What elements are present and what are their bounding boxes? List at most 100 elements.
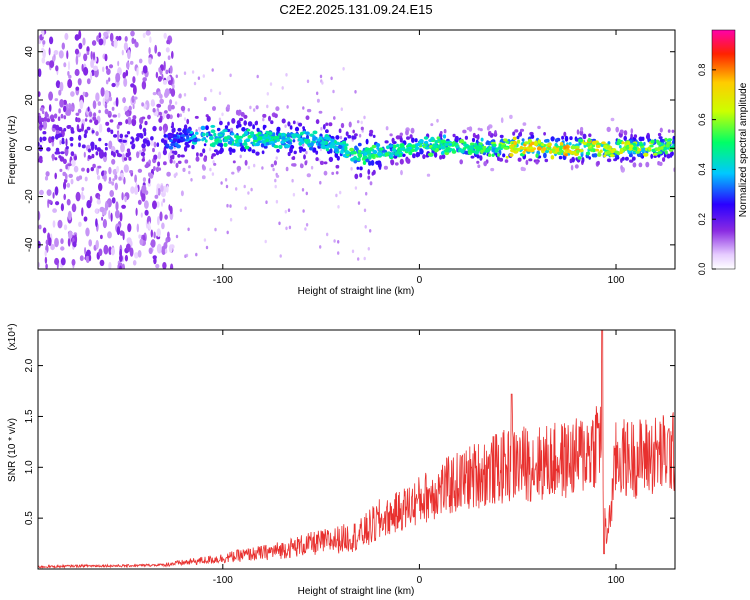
spectrogram-cell xyxy=(61,137,65,143)
spectrogram-cell xyxy=(389,154,394,158)
spectrogram-cell xyxy=(351,135,355,140)
spectrogram-cell xyxy=(274,113,278,119)
spectrogram-cell xyxy=(287,151,291,157)
spectrogram-cell xyxy=(657,151,663,155)
spectrogram-cell xyxy=(84,129,88,134)
spectrogram-cell xyxy=(354,173,359,180)
spectrogram-cell xyxy=(606,150,611,155)
spectrogram-cell xyxy=(255,142,260,147)
spectrogram-cell xyxy=(563,145,567,150)
spectrogram-cell xyxy=(42,227,47,234)
spectrogram-cell xyxy=(98,137,102,142)
spectrogram-cell xyxy=(119,133,124,139)
snr-plot-frame xyxy=(37,329,676,570)
spectrogram-cell xyxy=(62,105,67,113)
spectrogram-cell xyxy=(83,151,86,158)
spectrogram-cell xyxy=(81,63,84,72)
spectrogram-cell xyxy=(83,66,89,76)
spectrogram-cell xyxy=(59,99,64,108)
spectrogram-cell xyxy=(152,200,157,210)
spectrogram-cell xyxy=(54,172,57,180)
spectrogram-cell xyxy=(91,153,95,159)
spectrogram-cell xyxy=(628,144,634,148)
spectrogram-cell xyxy=(367,169,371,175)
spectrogram-cell xyxy=(103,31,109,37)
spectrogram-cell xyxy=(130,136,134,140)
spectrogram-cell xyxy=(205,125,209,131)
spectrogram-cell xyxy=(601,141,606,145)
spectrogram-cell xyxy=(550,155,555,160)
spectrogram-cell xyxy=(139,134,144,139)
spectrogram-cell xyxy=(96,147,102,152)
spectrogram-cell xyxy=(399,152,403,158)
spectrogram-cell xyxy=(39,107,45,112)
spectrogram-cell xyxy=(657,141,662,146)
spectrogram-cell xyxy=(65,164,68,170)
spectrogram-cell xyxy=(39,158,43,164)
spectrogram-cell xyxy=(201,138,205,142)
spectrogram-cell xyxy=(167,231,170,239)
spectrogram-cell xyxy=(96,35,99,42)
spectrogram-cell xyxy=(176,113,180,118)
spectrogram-cell xyxy=(125,69,129,77)
spectrogram-cell xyxy=(139,238,144,246)
spectrogram-cell xyxy=(394,151,398,156)
spectrogram-cell xyxy=(231,171,235,175)
spectrogram-cell xyxy=(39,136,43,143)
spectrogram-cell xyxy=(491,153,495,157)
spectrogram-cell xyxy=(591,140,597,145)
spectrogram-cell xyxy=(333,148,339,153)
spectrogram-cell xyxy=(299,163,304,169)
spectrogram-cell xyxy=(87,155,91,159)
spectrogram-cell xyxy=(119,212,123,222)
spectrogram-cell xyxy=(301,148,307,152)
spectrogram-cell xyxy=(111,82,116,88)
spectrogram-cell xyxy=(281,86,284,90)
spectrogram-cell xyxy=(218,117,222,122)
spectrogram-cell xyxy=(211,172,215,176)
spectrogram-cell xyxy=(389,133,393,137)
spectrogram-cell xyxy=(383,165,388,170)
spectrogram-cell xyxy=(65,146,69,150)
spectrogram-cell xyxy=(309,146,314,151)
spectrogram-cell xyxy=(281,136,286,140)
spectrogram-cell xyxy=(81,191,84,199)
spectrogram-cell xyxy=(71,203,77,213)
spectrogram-cell xyxy=(41,110,45,115)
spectrogram-cell xyxy=(159,69,163,75)
spectrogram-cell xyxy=(519,145,523,150)
spectrogram-cell xyxy=(54,237,59,248)
spectrogram-cell xyxy=(141,102,145,107)
spectrogram-cell xyxy=(76,176,81,182)
spectrogram-cell xyxy=(287,121,291,127)
spectrogram-cell xyxy=(375,143,381,148)
spectrogram-cell xyxy=(131,37,135,45)
spectrogram-cell xyxy=(319,160,324,165)
spectrogram-cell xyxy=(559,149,564,153)
spectrogram-cell xyxy=(95,131,99,137)
spectrogram-cell xyxy=(156,201,160,208)
spectrogram-cell xyxy=(92,116,97,121)
spectrogram-cell xyxy=(293,150,297,155)
spectrogram-cell xyxy=(632,146,638,151)
spectrogram-cell xyxy=(550,136,555,142)
spectrogram-cell xyxy=(39,121,43,126)
spectrogram-cell xyxy=(39,124,44,128)
spectrogram-cell xyxy=(388,144,394,148)
spectrogram-cell xyxy=(150,239,156,248)
spectrogram-cell xyxy=(110,247,115,256)
spectrogram-cell xyxy=(232,160,236,164)
spectrogram-cell xyxy=(217,133,223,137)
spectrogram-cell xyxy=(60,151,65,155)
spectrogram-cell xyxy=(270,120,274,125)
spectrogram-cell xyxy=(67,163,72,167)
spectrogram-cell xyxy=(502,153,506,158)
spectrogram-x-axis-label: Height of straight line (km) xyxy=(298,286,415,297)
spectrogram-cell xyxy=(54,157,58,161)
spectrogram-cell xyxy=(302,106,305,110)
spectrogram-cell xyxy=(110,129,114,135)
spectrogram-cell xyxy=(186,134,190,140)
spectrogram-cell xyxy=(360,120,363,125)
spectrogram-cell xyxy=(247,121,253,127)
